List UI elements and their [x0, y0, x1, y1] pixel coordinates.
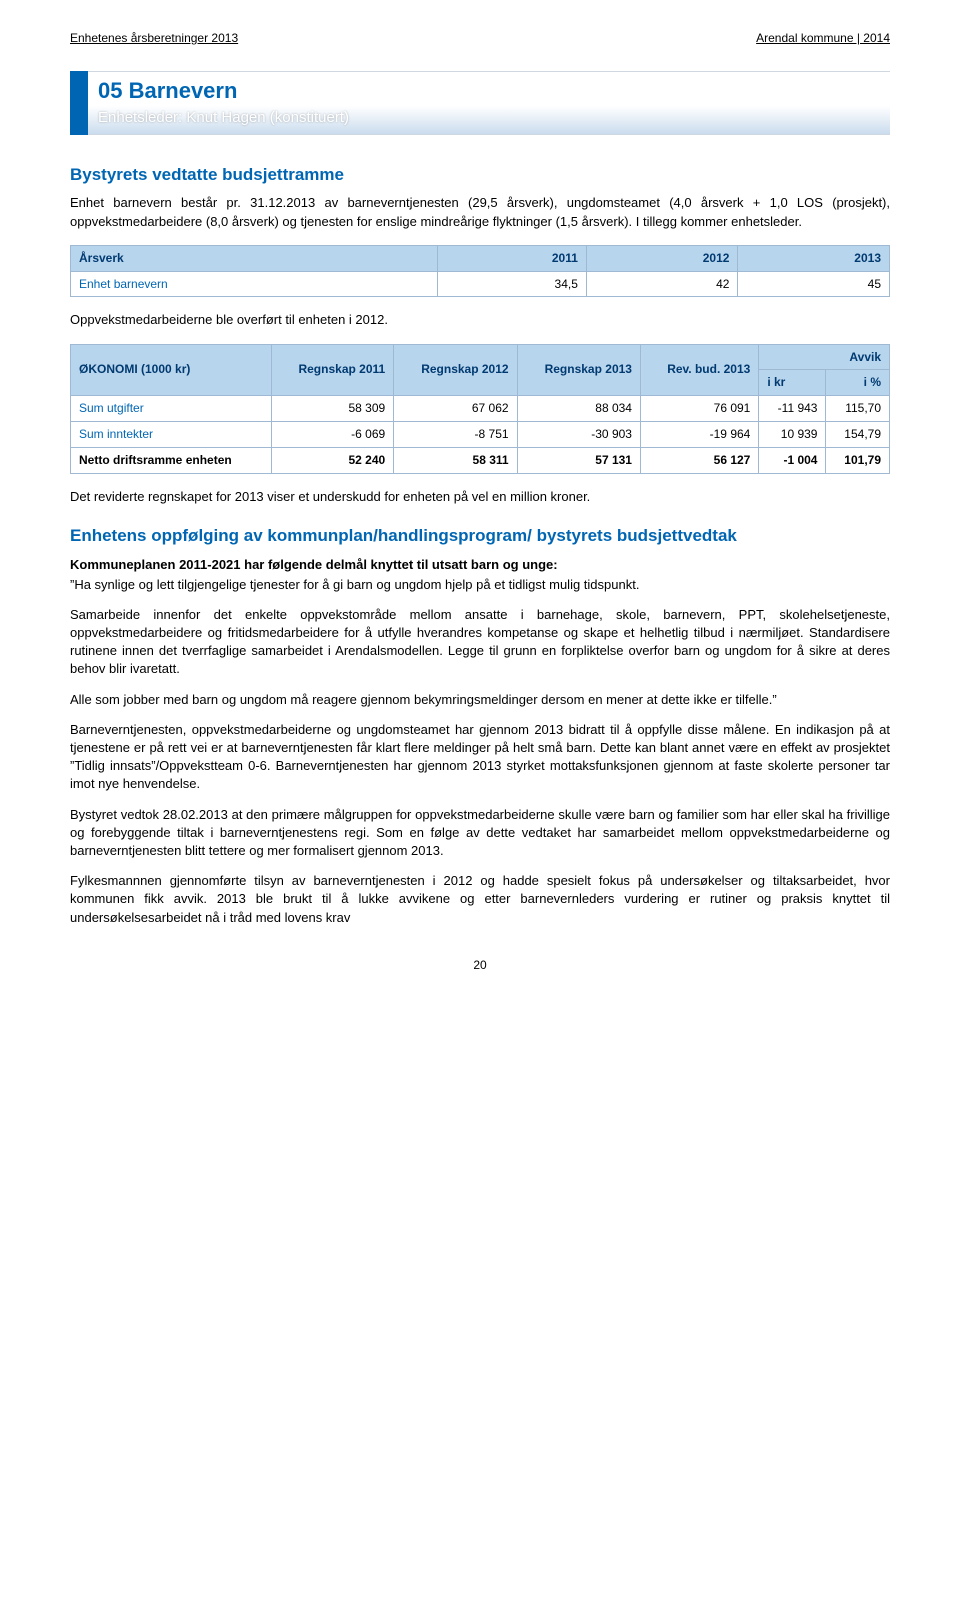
- body-paragraph: Fylkesmannnen gjennomførte tilsyn av bar…: [70, 872, 890, 927]
- page-title: 05 Barnevern: [88, 72, 890, 107]
- header-left: Enhetenes årsberetninger 2013: [70, 30, 238, 47]
- header-right: Arendal kommune | 2014: [756, 30, 890, 47]
- t2-r0-v1: 67 062: [394, 396, 517, 422]
- t2-col-1: Regnskap 2011: [271, 344, 394, 396]
- t2-col-5: Avvik: [759, 344, 890, 370]
- t2-r1-v3: -19 964: [640, 421, 758, 447]
- title-block: 05 Barnevern Enhetsleder: Knut Hagen (ko…: [70, 71, 890, 135]
- t1-col-1: 2011: [437, 245, 586, 271]
- t2-col-3: Regnskap 2013: [517, 344, 640, 396]
- t2-r2-v1: 58 311: [394, 447, 517, 473]
- t1-r0-v2: 45: [738, 271, 890, 297]
- table-row: Enhet barnevern 34,5 42 45: [71, 271, 890, 297]
- t2-r1-v2: -30 903: [517, 421, 640, 447]
- t2-r0-v0: 58 309: [271, 396, 394, 422]
- table-row: Netto driftsramme enheten 52 240 58 311 …: [71, 447, 890, 473]
- intro-paragraph: Enhet barnevern består pr. 31.12.2013 av…: [70, 194, 890, 230]
- t2-r2-v3: 56 127: [640, 447, 758, 473]
- table-row: Sum inntekter -6 069 -8 751 -30 903 -19 …: [71, 421, 890, 447]
- t1-r0-label: Enhet barnevern: [71, 271, 438, 297]
- page-subtitle: Enhetsleder: Knut Hagen (konstituert): [88, 107, 890, 134]
- t2-r0-v2: 88 034: [517, 396, 640, 422]
- section-heading-budget: Bystyrets vedtatte budsjettramme: [70, 163, 890, 187]
- t2-col-2: Regnskap 2012: [394, 344, 517, 396]
- t2-r0-v5: 115,70: [826, 396, 890, 422]
- t2-r2-v5: 101,79: [826, 447, 890, 473]
- t1-r0-v1: 42: [586, 271, 738, 297]
- page-number: 20: [70, 957, 890, 974]
- quote-line: ”Ha synlige og lett tilgjengelige tjenes…: [70, 576, 890, 594]
- t2-r0-v3: 76 091: [640, 396, 758, 422]
- t1-col-3: 2013: [738, 245, 890, 271]
- t1-r0-v0: 34,5: [437, 271, 586, 297]
- t2-r2-v0: 52 240: [271, 447, 394, 473]
- mid-paragraph: Oppvekstmedarbeiderne ble overført til e…: [70, 311, 890, 329]
- t2-r0-v4: -11 943: [759, 396, 826, 422]
- t1-col-2: 2012: [586, 245, 738, 271]
- bold-subheading: Kommuneplanen 2011-2021 har følgende del…: [70, 556, 890, 574]
- page-header: Enhetenes årsberetninger 2013 Arendal ko…: [70, 30, 890, 47]
- section-heading-followup: Enhetens oppfølging av kommunplan/handli…: [70, 524, 890, 548]
- body-paragraph: Alle som jobber med barn og ungdom må re…: [70, 691, 890, 709]
- t2-r1-label: Sum inntekter: [71, 421, 272, 447]
- body-paragraph: Bystyret vedtok 28.02.2013 at den primær…: [70, 806, 890, 861]
- t1-col-0: Årsverk: [71, 245, 438, 271]
- t2-r1-v1: -8 751: [394, 421, 517, 447]
- t2-sub-0: i kr: [759, 370, 826, 396]
- t2-r0-label: Sum utgifter: [71, 396, 272, 422]
- t2-r1-v5: 154,79: [826, 421, 890, 447]
- t2-r2-v2: 57 131: [517, 447, 640, 473]
- arsverk-table: Årsverk 2011 2012 2013 Enhet barnevern 3…: [70, 245, 890, 298]
- t2-r2-v4: -1 004: [759, 447, 826, 473]
- title-stripe: [70, 71, 88, 135]
- t2-r1-v4: 10 939: [759, 421, 826, 447]
- table-row: Sum utgifter 58 309 67 062 88 034 76 091…: [71, 396, 890, 422]
- t2-sub-1: i %: [826, 370, 890, 396]
- t2-r1-v0: -6 069: [271, 421, 394, 447]
- okonomi-table: ØKONOMI (1000 kr) Regnskap 2011 Regnskap…: [70, 344, 890, 474]
- body-paragraph: Samarbeide innenfor det enkelte oppvekst…: [70, 606, 890, 679]
- body-paragraph: Barneverntjenesten, oppvekstmedarbeidern…: [70, 721, 890, 794]
- t2-col-4: Rev. bud. 2013: [640, 344, 758, 396]
- t2-col-0: ØKONOMI (1000 kr): [71, 344, 272, 396]
- after-table-paragraph: Det reviderte regnskapet for 2013 viser …: [70, 488, 890, 506]
- t2-r2-label: Netto driftsramme enheten: [71, 447, 272, 473]
